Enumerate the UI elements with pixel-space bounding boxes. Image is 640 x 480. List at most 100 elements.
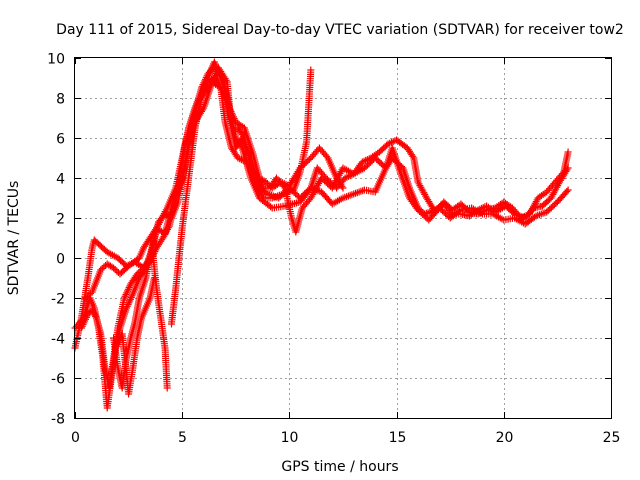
data-point-marker [127, 294, 135, 301]
data-point-marker [120, 294, 128, 302]
data-point-marker [89, 308, 97, 316]
data-point-marker [88, 306, 96, 314]
data-point-marker [111, 266, 119, 273]
y-tick-label: 0 [56, 252, 65, 268]
y-tick-label: -8 [51, 412, 65, 428]
data-point-marker [343, 173, 351, 181]
y-tick-label: 8 [56, 92, 65, 108]
data-point-marker [236, 155, 244, 163]
data-point-marker [464, 207, 472, 215]
y-tick-label: -2 [51, 292, 65, 308]
x-tick-label: 15 [389, 430, 407, 446]
data-point-marker [124, 287, 131, 295]
data-point-marker [558, 170, 566, 178]
data-point-marker [237, 156, 245, 164]
data-point-marker [110, 264, 118, 272]
data-point-marker [358, 158, 366, 166]
data-point-marker [519, 213, 527, 221]
data-point-marker [81, 317, 89, 325]
data-point-marker [204, 78, 212, 86]
data-point-marker [478, 208, 485, 216]
x-tick-label: 5 [178, 430, 187, 446]
data-point-marker [150, 274, 158, 282]
y-axis-label: SDTVAR / TECUs [6, 181, 22, 296]
data-point-marker [563, 188, 571, 195]
chart-title: Day 111 of 2015, Sidereal Day-to-day VTE… [56, 22, 624, 38]
x-axis-label: GPS time / hours [281, 459, 398, 475]
y-tick-label: 6 [56, 132, 65, 148]
y-tick-label: 10 [47, 52, 65, 68]
data-point-marker [239, 132, 247, 140]
data-point-marker [280, 182, 288, 190]
data-point-marker [92, 312, 100, 320]
data-point-marker [136, 267, 144, 275]
data-point-marker [305, 155, 313, 163]
data-point-marker [113, 341, 121, 348]
data-point-marker [384, 140, 392, 148]
y-tick-label: 2 [56, 212, 65, 228]
data-point-marker [416, 206, 424, 213]
x-tick-label: 0 [71, 430, 80, 446]
data-point-marker [409, 152, 417, 160]
data-point-marker [77, 324, 85, 332]
data-point-marker [362, 156, 370, 164]
data-point-marker [259, 182, 267, 190]
x-tick-label: 10 [281, 430, 299, 446]
data-point-marker [522, 212, 530, 220]
data-point-marker [126, 297, 134, 305]
data-point-marker [476, 209, 484, 217]
data-point-marker [414, 204, 422, 212]
data-point-marker [564, 186, 572, 194]
data-point-marker [323, 152, 331, 160]
series-track-7 [168, 74, 572, 328]
data-point-marker [97, 266, 105, 274]
data-point-marker [82, 314, 90, 321]
data-point-marker [218, 72, 226, 80]
data-point-marker [417, 207, 425, 215]
axis-ticks: 0 5 10 15 20 25 -8 -6 -4 -2 0 2 4 6 8 10 [47, 52, 620, 447]
data-point-marker [135, 269, 143, 276]
data-point-marker [517, 214, 525, 222]
data-point-marker [532, 212, 540, 220]
data-point-marker [113, 267, 121, 275]
y-tick-label: 4 [56, 172, 65, 188]
data-point-marker [140, 264, 148, 272]
y-tick-label: -4 [51, 332, 65, 348]
data-point-marker [100, 263, 108, 271]
data-point-marker [339, 184, 347, 192]
x-tick-label: 20 [496, 430, 514, 446]
data-point-marker [338, 182, 346, 190]
y-tick-label: -6 [51, 372, 65, 388]
data-point-marker [262, 178, 270, 186]
data-point-marker [125, 284, 133, 291]
data-point-marker [202, 74, 210, 81]
data-point-marker [133, 270, 141, 278]
data-point-marker [112, 344, 120, 352]
data-point-marker [307, 66, 315, 74]
data-point-marker [474, 210, 482, 218]
series-track-2 [82, 64, 572, 302]
data-point-marker [164, 224, 172, 232]
data-point-marker [90, 309, 98, 317]
plot-frame [74, 57, 612, 419]
data-point-marker [360, 157, 368, 165]
data-point-marker [79, 321, 87, 328]
data-points [71, 58, 572, 412]
data-point-marker [267, 203, 275, 211]
data-point-marker [122, 291, 130, 298]
data-point-marker [388, 138, 395, 146]
data-point-marker [163, 384, 171, 392]
x-tick-label: 25 [603, 430, 621, 446]
data-point-marker [344, 192, 352, 200]
data-point-marker [520, 212, 528, 220]
data-point-marker [123, 304, 130, 312]
data-point-marker [479, 208, 487, 216]
data-point-marker [207, 76, 215, 84]
data-point-marker [481, 207, 489, 215]
data-point-marker [564, 148, 572, 156]
series-track-6 [112, 274, 158, 398]
data-point-marker [239, 156, 247, 164]
data-point-marker [98, 265, 106, 272]
data-point-marker [91, 311, 99, 319]
